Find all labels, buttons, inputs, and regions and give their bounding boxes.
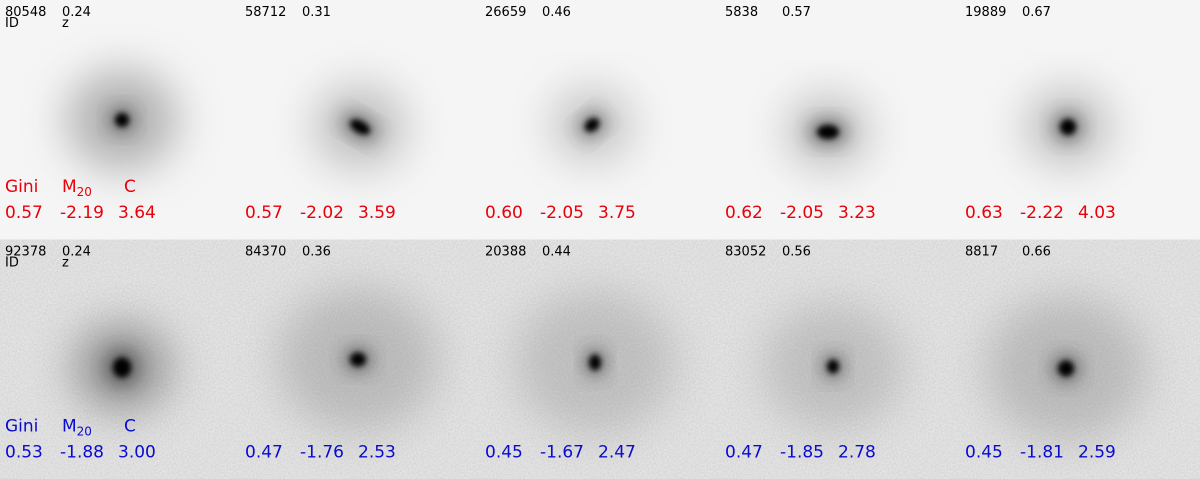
redshift: 0.24 xyxy=(62,5,91,20)
z-label: z xyxy=(62,256,69,271)
galaxy-core xyxy=(113,357,131,378)
m20-value: -1.67 xyxy=(540,443,584,463)
c-value: 2.78 xyxy=(838,443,876,463)
gini-value: 0.57 xyxy=(5,203,43,223)
galaxy-id: 8817 xyxy=(965,245,998,260)
m20-header: M20 xyxy=(62,177,92,199)
galaxy-core xyxy=(817,125,839,139)
galaxy-core xyxy=(115,113,129,127)
galaxy-id: 80548 xyxy=(5,5,46,20)
galaxy-id: 84370 xyxy=(245,245,286,260)
gini-header: Gini xyxy=(5,417,38,437)
c-value: 3.75 xyxy=(598,203,636,223)
m20-sub: 20 xyxy=(77,425,92,439)
galaxy-core xyxy=(1060,119,1076,135)
galaxy-core xyxy=(350,352,366,367)
c-value: 2.59 xyxy=(1078,443,1116,463)
c-value: 3.64 xyxy=(118,203,156,223)
c-header: C xyxy=(124,417,136,437)
m20-value: -2.22 xyxy=(1020,203,1064,223)
id-label: ID xyxy=(5,256,19,271)
gini-value: 0.60 xyxy=(485,203,523,223)
gini-value: 0.47 xyxy=(725,443,763,463)
galaxy-core xyxy=(827,359,839,374)
galaxy-core xyxy=(350,119,370,135)
m20-value: -2.05 xyxy=(780,203,824,223)
redshift: 0.46 xyxy=(542,5,571,20)
m20-header: M20 xyxy=(62,417,92,439)
gini-value: 0.53 xyxy=(5,443,43,463)
gini-header: Gini xyxy=(5,177,38,197)
redshift: 0.67 xyxy=(1022,5,1051,20)
panel: 84370 0.36 0.47 -1.76 2.53 xyxy=(240,239,480,479)
panel: 5838 0.57 0.62 -2.05 3.23 xyxy=(720,0,960,240)
galaxy-id: 83052 xyxy=(725,245,766,260)
m20-value: -2.02 xyxy=(300,203,344,223)
m20-value: -1.76 xyxy=(300,443,344,463)
panel: 19889 0.67 0.63 -2.22 4.03 xyxy=(960,0,1200,240)
redshift: 0.66 xyxy=(1022,245,1051,260)
redshift: 0.56 xyxy=(782,245,811,260)
galaxy-id: 92378 xyxy=(5,245,46,260)
galaxy-id: 26659 xyxy=(485,5,526,20)
panel: 80548 0.24 ID z Gini M20 C 0.57 -2.19 3.64 xyxy=(0,0,240,240)
galaxy-core xyxy=(584,118,600,132)
galaxy-core xyxy=(1058,360,1074,377)
panel: 26659 0.46 0.60 -2.05 3.75 xyxy=(480,0,720,240)
gini-value: 0.62 xyxy=(725,203,763,223)
c-header: C xyxy=(124,177,136,197)
c-value: 4.03 xyxy=(1078,203,1116,223)
galaxy-id: 5838 xyxy=(725,5,758,20)
id-label: ID xyxy=(5,16,19,31)
panel: 92378 0.24 ID z Gini M20 C 0.53 -1.88 3.00 xyxy=(0,239,240,479)
gini-value: 0.45 xyxy=(485,443,523,463)
galaxy-id: 19889 xyxy=(965,5,1006,20)
m20-value: -2.19 xyxy=(60,203,104,223)
galaxy-id: 20388 xyxy=(485,245,526,260)
c-value: 3.00 xyxy=(118,443,156,463)
c-value: 3.23 xyxy=(838,203,876,223)
redshift: 0.24 xyxy=(62,245,91,260)
gini-value: 0.57 xyxy=(245,203,283,223)
c-value: 2.47 xyxy=(598,443,636,463)
redshift: 0.57 xyxy=(782,5,811,20)
redshift: 0.31 xyxy=(302,5,331,20)
z-label: z xyxy=(62,16,69,31)
m20-value: -1.85 xyxy=(780,443,824,463)
galaxy-id: 58712 xyxy=(245,5,286,20)
galaxy-core xyxy=(589,354,601,371)
m20-sub: 20 xyxy=(77,185,92,199)
m20-main: M xyxy=(62,177,77,197)
redshift: 0.36 xyxy=(302,245,331,260)
panel: 83052 0.56 0.47 -1.85 2.78 xyxy=(720,239,960,479)
redshift: 0.44 xyxy=(542,245,571,260)
panel: 58712 0.31 0.57 -2.02 3.59 xyxy=(240,0,480,240)
m20-value: -1.88 xyxy=(60,443,104,463)
c-value: 3.59 xyxy=(358,203,396,223)
m20-value: -2.05 xyxy=(540,203,584,223)
panel: 20388 0.44 0.45 -1.67 2.47 xyxy=(480,239,720,479)
m20-value: -1.81 xyxy=(1020,443,1064,463)
panel: 8817 0.66 0.45 -1.81 2.59 xyxy=(960,239,1200,479)
gini-value: 0.63 xyxy=(965,203,1003,223)
c-value: 2.53 xyxy=(358,443,396,463)
m20-main: M xyxy=(62,417,77,437)
gini-value: 0.47 xyxy=(245,443,283,463)
gini-value: 0.45 xyxy=(965,443,1003,463)
